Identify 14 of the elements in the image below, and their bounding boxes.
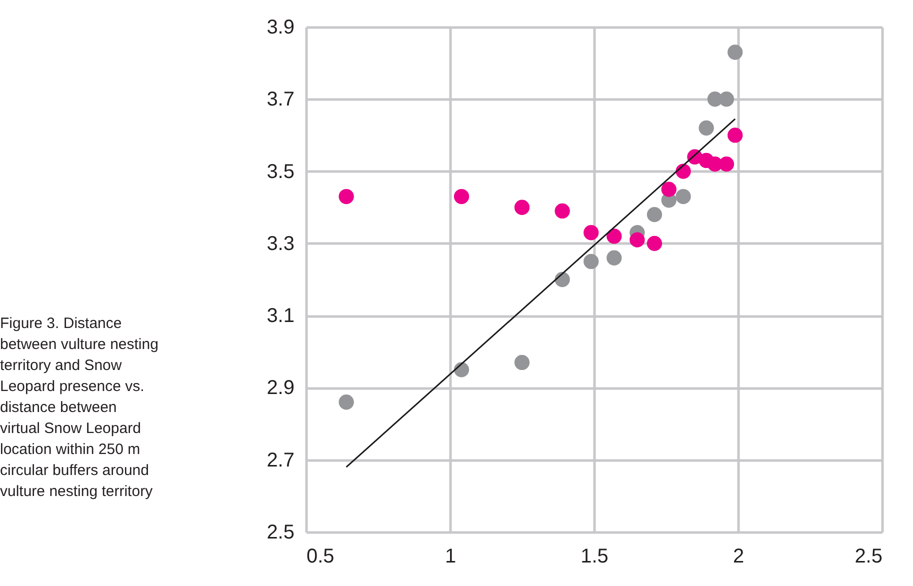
y-tick-label: 3.7 — [266, 88, 294, 111]
x-tick-label: 1.5 — [580, 546, 608, 568]
x-tick-label: 2 — [732, 546, 744, 568]
x-tick-label: 0.5 — [306, 546, 334, 568]
y-tick-label: 2.7 — [266, 449, 294, 472]
x-tick-label: 1 — [444, 546, 456, 568]
y-tick-label: 3.5 — [266, 160, 294, 183]
y-tick-label: 3.1 — [266, 305, 294, 328]
text: Figure 3. Distance between vulture nesting territory and Snow Leopard presence vs. distance between virtual Snow Leopard location within 250 m circular buffers around vulture nesting territory — [0, 315, 158, 500]
x-tick-label: 2.5 — [854, 546, 882, 568]
y-tick-label: 3.9 — [266, 16, 294, 38]
y-tick-label: 3.3 — [266, 232, 294, 255]
y-tick-label: 2.9 — [266, 377, 294, 400]
y-tick-label: 2.5 — [266, 522, 294, 544]
